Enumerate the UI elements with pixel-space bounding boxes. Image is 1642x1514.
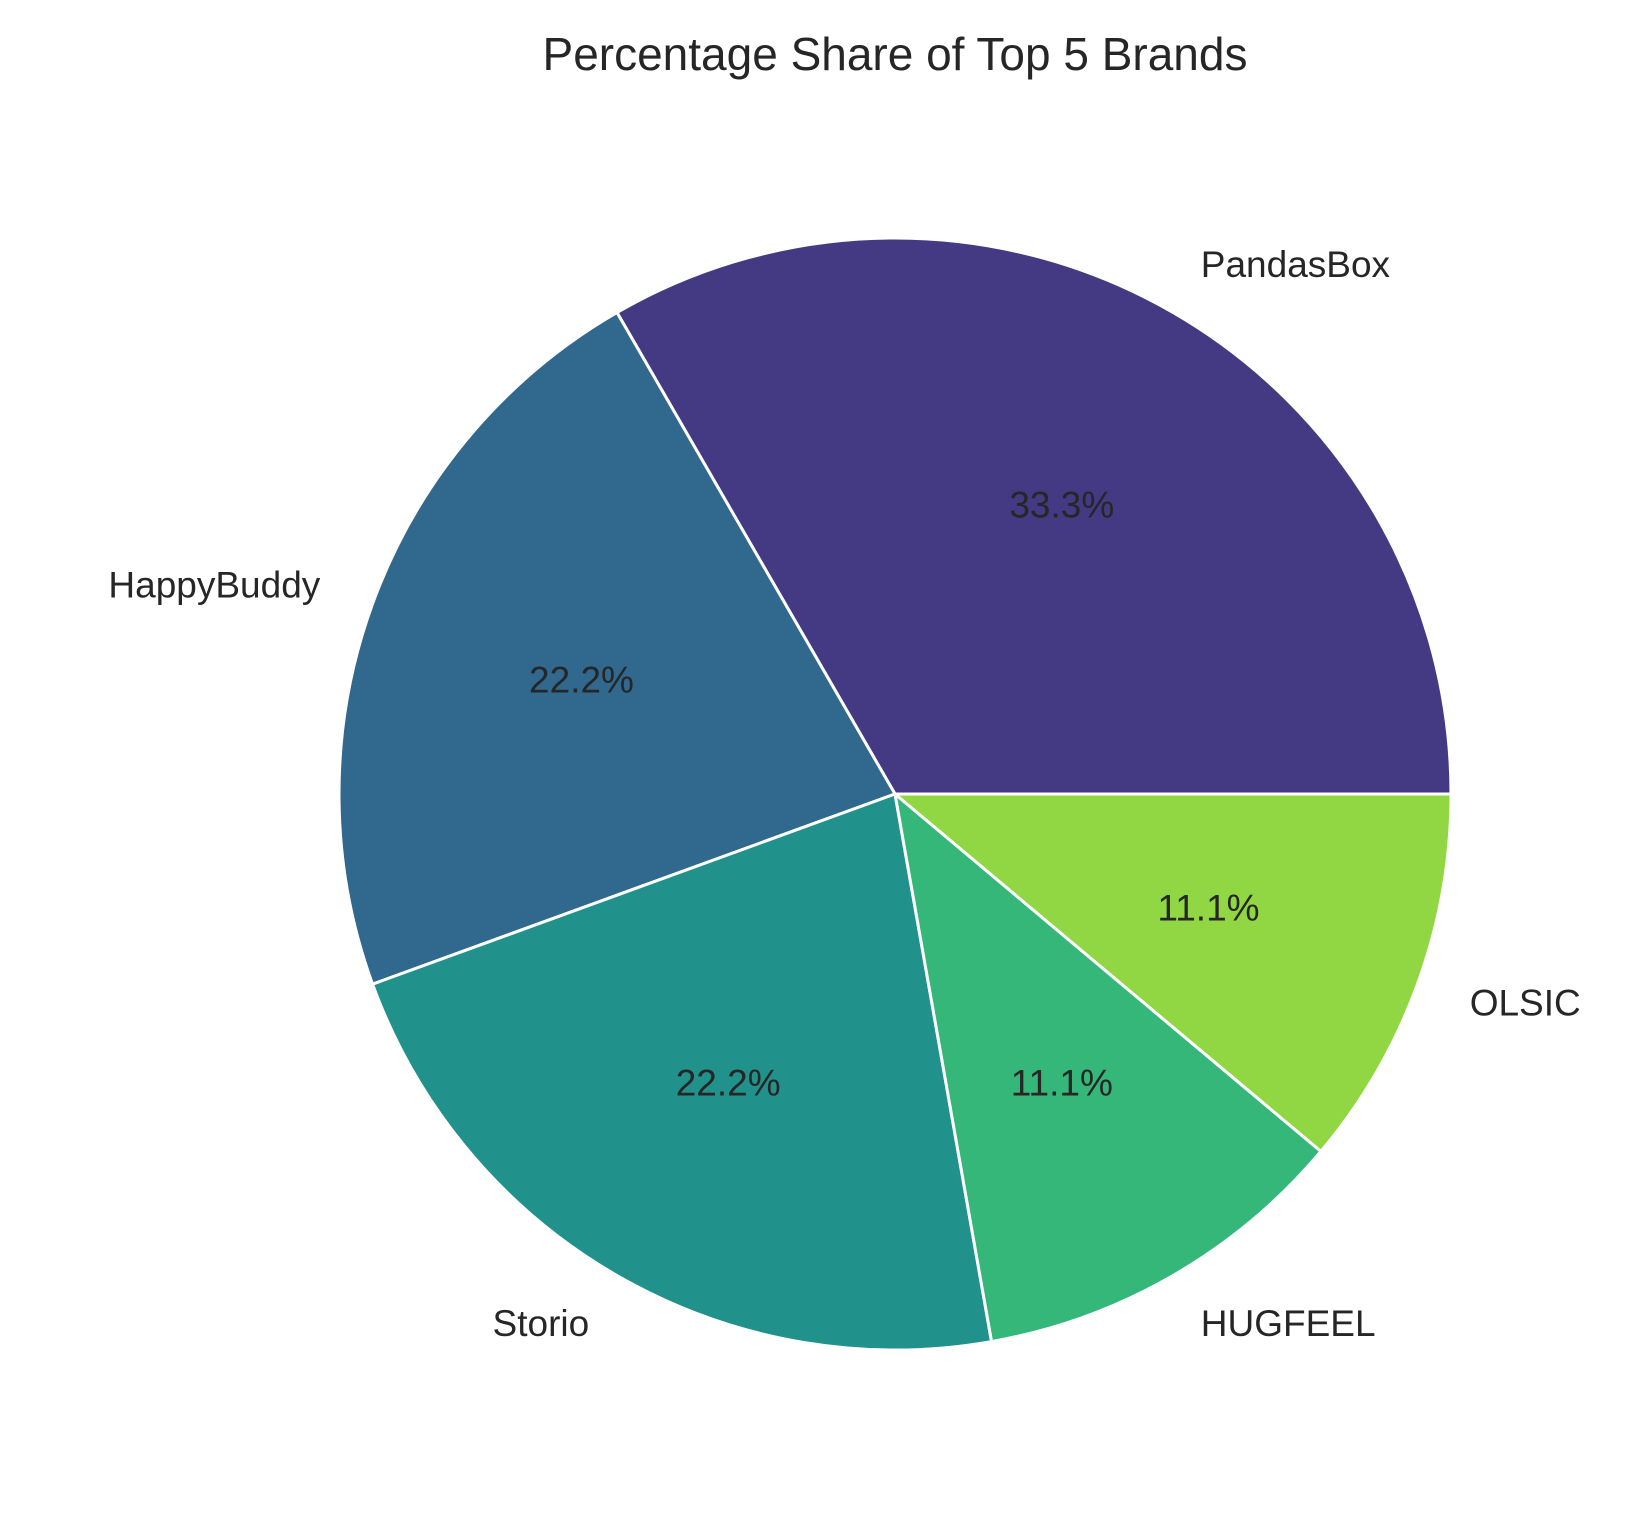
pie-labels: PandasBox 33.3% HappyBuddy 22.2% Storio 22.2%…: [108, 244, 1580, 1344]
slice-label-olsic: OLSIC: [1470, 983, 1581, 1024]
chart-title: Percentage Share of Top 5 Brands: [543, 28, 1248, 80]
slice-percent-hugfeel: 11.1%: [1011, 1062, 1113, 1103]
slice-label-storio: Storio: [493, 1303, 590, 1344]
pie-slice-hugfeel: [893, 792, 1323, 1344]
pie-slice-pandasbox: [615, 236, 1453, 796]
slice-label-happybuddy: HappyBuddy: [108, 564, 320, 605]
slice-percent-happybuddy: 22.2%: [529, 659, 634, 700]
slice-label-hugfeel: HUGFEEL: [1201, 1303, 1376, 1344]
slice-label-pandasbox: PandasBox: [1201, 244, 1391, 285]
pie-slice-happybuddy: [337, 310, 897, 986]
pie-slice-olsic: [893, 792, 1453, 1153]
pie-slices: [337, 236, 1453, 1352]
slice-percent-olsic: 11.1%: [1157, 888, 1259, 929]
slice-percent-pandasbox: 33.3%: [1009, 485, 1114, 526]
slice-percent-storio: 22.2%: [676, 1062, 781, 1103]
pie-slice-storio: [371, 792, 994, 1352]
